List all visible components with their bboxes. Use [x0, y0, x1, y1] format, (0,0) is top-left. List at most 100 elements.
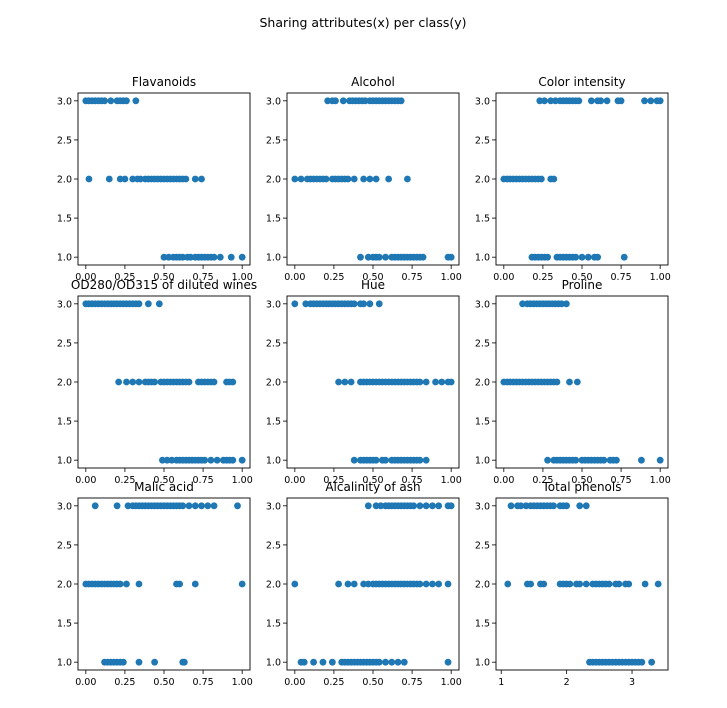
y-tick-label: 1.5	[475, 619, 490, 630]
data-point	[151, 658, 159, 666]
x-tick-label: 0.75	[402, 475, 423, 486]
subplot-7: Malic acid 0.00 0.25 0.50 0.75 1.00 1.0 1.5 2.0 2…	[57, 480, 253, 688]
data-point	[113, 502, 121, 510]
x-tick-label: 0.75	[611, 475, 632, 486]
data-point	[416, 502, 424, 510]
data-point	[397, 97, 405, 105]
data-point	[394, 658, 402, 666]
data-point	[350, 456, 358, 464]
x-tick-label: 0.75	[611, 272, 632, 283]
subplot-title: Alcohol	[351, 75, 395, 89]
data-point	[597, 97, 605, 105]
data-point	[332, 97, 339, 105]
data-point	[129, 378, 137, 386]
data-point	[536, 97, 544, 105]
data-point	[91, 502, 99, 510]
data-point	[119, 658, 127, 666]
x-tick-label: 0.25	[532, 475, 553, 486]
data-point	[144, 300, 152, 308]
data-point	[105, 175, 113, 183]
data-point	[375, 253, 383, 261]
data-point	[566, 580, 574, 588]
subplot-title: Color intensity	[538, 75, 625, 89]
subplot-5: Hue 0.00 0.25 0.50 0.75 1.00 1.0 1.5 2.0 2.5 3.0	[266, 278, 462, 486]
data-point	[382, 658, 389, 666]
data-point	[578, 253, 586, 261]
y-tick-label: 3.0	[475, 96, 490, 107]
data-point	[201, 456, 209, 464]
x-tick-label: 0.25	[114, 272, 135, 283]
data-point	[366, 300, 374, 308]
y-tick-label: 3.0	[57, 96, 72, 107]
subplot-4: OD280/OD315 of diluted wines 0.00 0.25 0.50…	[57, 278, 257, 486]
data-point	[656, 456, 664, 464]
data-point	[648, 658, 656, 666]
x-tick-label: 0.00	[493, 475, 514, 486]
y-tick-label: 2.5	[57, 338, 72, 349]
data-point	[447, 378, 455, 386]
y-tick-label: 1.0	[266, 658, 281, 669]
data-point	[159, 456, 166, 464]
y-tick-label: 3.0	[57, 299, 72, 310]
data-point	[647, 97, 655, 105]
data-point	[641, 580, 649, 588]
data-point	[563, 502, 571, 510]
y-tick-label: 3.0	[266, 501, 281, 512]
data-point	[135, 580, 143, 588]
figure-suptitle: Sharing attributes(x) per class(y)	[259, 15, 466, 30]
data-point	[372, 456, 380, 464]
data-point	[364, 580, 372, 588]
data-point	[382, 456, 389, 464]
data-point	[550, 502, 557, 510]
data-point	[575, 97, 583, 105]
data-point	[238, 580, 246, 588]
data-point	[360, 300, 368, 308]
data-point	[544, 456, 551, 464]
y-tick-label: 2.0	[57, 580, 72, 591]
subplot-title: Proline	[562, 278, 603, 292]
data-point	[625, 580, 633, 588]
x-tick-label: 0.50	[362, 677, 383, 688]
x-tick-label: 0.50	[153, 475, 174, 486]
data-point	[366, 175, 374, 183]
y-tick-label: 2.5	[57, 135, 72, 146]
subplot-6: Proline 0.00 0.25 0.50 0.75 1.00 1.0 1.5 2.0 2.5 3…	[475, 278, 671, 486]
data-point	[382, 253, 389, 261]
x-tick-label: 0.25	[114, 475, 135, 486]
y-tick-label: 3.0	[57, 501, 72, 512]
y-tick-label: 1.0	[475, 658, 490, 669]
x-tick-label: 1.00	[650, 272, 671, 283]
data-point	[121, 175, 129, 183]
data-point	[594, 253, 602, 261]
data-point	[165, 253, 173, 261]
y-tick-label: 3.0	[266, 96, 281, 107]
subplot-title: Flavanoids	[132, 75, 196, 89]
data-point	[364, 502, 372, 510]
x-tick-label: 1.00	[650, 475, 671, 486]
data-point	[210, 502, 218, 510]
data-point	[519, 300, 526, 308]
data-point	[137, 175, 144, 183]
y-tick-label: 1.0	[475, 253, 490, 264]
data-point	[447, 253, 455, 261]
data-point	[388, 658, 396, 666]
data-point	[191, 175, 199, 183]
y-tick-label: 1.0	[57, 658, 72, 669]
data-point	[179, 253, 187, 261]
y-tick-label: 1.5	[266, 417, 281, 428]
x-tick-label: 0.25	[114, 677, 135, 688]
data-point	[527, 580, 535, 588]
data-point	[198, 502, 205, 510]
y-tick-label: 1.0	[266, 456, 281, 467]
data-point	[135, 300, 143, 308]
data-point	[444, 658, 452, 666]
data-point	[344, 175, 352, 183]
data-point	[419, 253, 427, 261]
data-point	[572, 253, 580, 261]
data-point	[135, 378, 143, 386]
data-point	[207, 456, 215, 464]
data-point	[357, 253, 364, 261]
y-tick-label: 1.0	[266, 253, 281, 264]
data-point	[377, 502, 385, 510]
data-point	[375, 300, 383, 308]
